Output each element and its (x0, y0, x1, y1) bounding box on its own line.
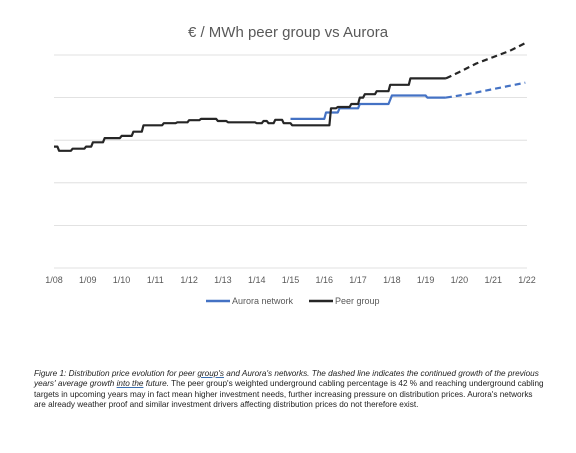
chart-legend: Aurora network Peer group (206, 296, 380, 306)
caption-body: The peer group's weighted underground ca… (34, 379, 544, 409)
x-tick-label: 1/14 (248, 275, 266, 285)
x-tick-label: 1/11 (147, 275, 164, 285)
x-tick-label: 1/13 (214, 275, 232, 285)
x-tick-label: 1/21 (484, 275, 502, 285)
peer-group-projection-line (445, 42, 526, 80)
caption-underlined-2: into the (116, 379, 144, 389)
x-tick-label: 1/22 (518, 275, 536, 285)
x-tick-label: 1/20 (451, 275, 469, 285)
chart-title: € / MWh peer group vs Aurora (188, 24, 389, 41)
caption-italic-3: future. (143, 379, 169, 389)
x-tick-label: 1/17 (349, 275, 367, 285)
peer-group-line (54, 77, 446, 152)
legend-label-aurora: Aurora network (232, 296, 294, 306)
x-tick-label: 1/10 (113, 275, 131, 285)
x-tick-label: 1/19 (417, 275, 435, 285)
chart-gridlines (54, 54, 527, 269)
x-tick-label: 1/15 (282, 275, 300, 285)
caption-italic-2: and Aurora's networks. The dashed line i… (34, 369, 539, 389)
x-tick-label: 1/18 (383, 275, 401, 285)
legend-label-peer: Peer group (335, 296, 380, 306)
aurora-network-projection-line (445, 81, 526, 99)
caption-underlined-1: group's (197, 369, 224, 378)
caption-italic-1: Figure 1: Distribution price evolution f… (34, 369, 198, 378)
price-chart: € / MWh peer group vs Aurora 1/08 1/09 1/1… (45, 24, 536, 306)
x-tick-label: 1/08 (45, 275, 63, 285)
x-tick-label: 1/16 (316, 275, 334, 285)
figure-caption: Figure 1: Distribution price evolution f… (34, 369, 544, 410)
chart-series (54, 42, 526, 152)
x-axis-ticks: 1/08 1/09 1/10 1/11 1/12 1/13 1/14 1/15 1/16 1/17… (45, 275, 536, 285)
x-tick-label: 1/09 (79, 275, 97, 285)
x-tick-label: 1/12 (180, 275, 198, 285)
aurora-network-line (290, 94, 446, 121)
